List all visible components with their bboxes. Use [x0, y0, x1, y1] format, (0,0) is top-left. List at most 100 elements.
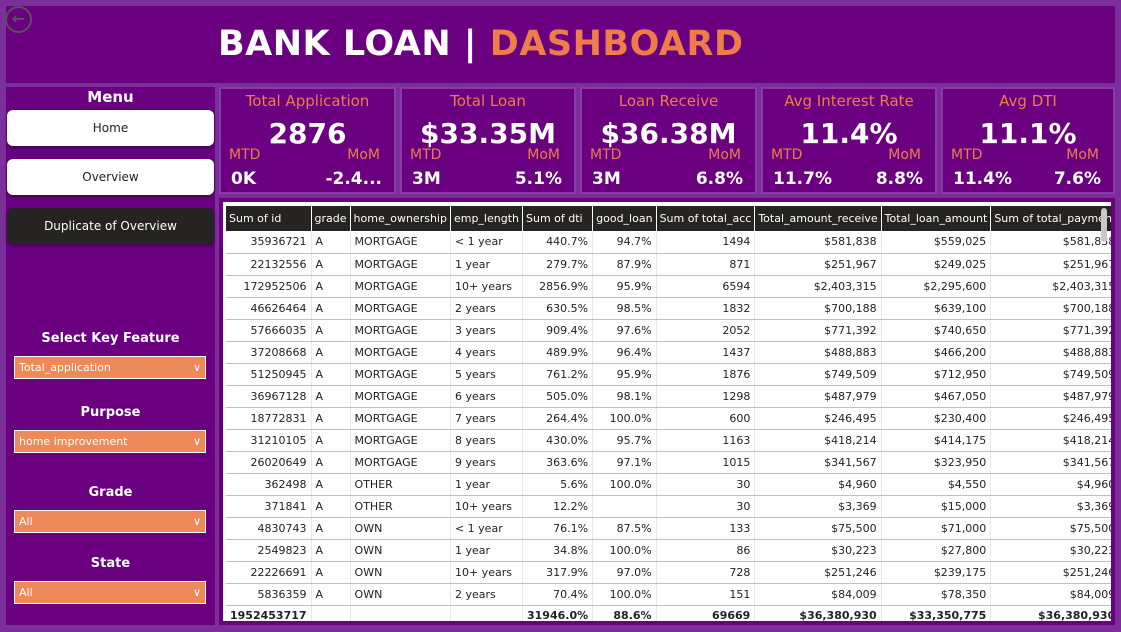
table-cell: $75,500 [755, 517, 881, 539]
kpi-card-total-loan: Total Loan $33.35M MTD MoM 3M 5.1% [400, 87, 576, 194]
table-cell: 630.5% [523, 297, 593, 319]
grade-dropdown[interactable]: All ∨ [14, 510, 206, 533]
kpi-mom-label: MoM [347, 147, 380, 163]
table-row[interactable]: 57666035 A MORTGAGE 3 years 909.4% 97.6% 2052 $… [226, 319, 1111, 341]
key-feature-dropdown[interactable]: Total_application ∨ [14, 356, 206, 379]
nav-duplicate-overview-button[interactable]: Duplicate of Overview [7, 208, 214, 244]
column-header[interactable]: home_ownership [350, 206, 450, 231]
table-cell: OWN [350, 561, 450, 583]
table-cell: $639,100 [881, 297, 991, 319]
back-arrow-icon[interactable]: ← [5, 6, 32, 33]
table-row[interactable]: 35936721 A MORTGAGE < 1 year 440.7% 94.7% 1494… [226, 231, 1111, 253]
table-row[interactable]: 37208668 A MORTGAGE 4 years 489.9% 96.4% 1437 $… [226, 341, 1111, 363]
table-row[interactable]: 51250945 A MORTGAGE 5 years 761.2% 95.9% 1876 $… [226, 363, 1111, 385]
kpi-mom-value: 7.6% [1054, 169, 1101, 189]
column-header[interactable]: Sum of id [226, 206, 311, 231]
table-cell: 4 years [450, 341, 522, 363]
table-cell: $700,188 [755, 297, 881, 319]
vertical-scrollbar[interactable] [1101, 208, 1107, 242]
table-cell: 489.9% [523, 341, 593, 363]
sidebar: Menu Home Overview Duplicate of Overview… [6, 87, 215, 625]
table-cell: $418,214 [755, 429, 881, 451]
table-row[interactable]: 22226691 A OWN 10+ years 317.9% 97.0% 728 $251,… [226, 561, 1111, 583]
table-cell: MORTGAGE [350, 341, 450, 363]
total-cell [450, 605, 522, 621]
table-row[interactable]: 362498 A OTHER 1 year 5.6% 100.0% 30 $4,960 $4,5… [226, 473, 1111, 495]
table-cell: 440.7% [523, 231, 593, 253]
purpose-value: home improvement [19, 435, 128, 448]
table-cell: 30 [656, 473, 755, 495]
purpose-dropdown[interactable]: home improvement ∨ [14, 430, 206, 453]
table-row[interactable]: 22132556 A MORTGAGE 1 year 279.7% 87.9% 871 $25… [226, 253, 1111, 275]
column-header[interactable]: emp_length [450, 206, 522, 231]
table-cell: 95.9% [593, 363, 656, 385]
table-cell: 9 years [450, 451, 522, 473]
table-cell: $418,214 [991, 429, 1111, 451]
table-cell: $251,967 [755, 253, 881, 275]
kpi-mom-value: 5.1% [515, 169, 562, 189]
table-cell: MORTGAGE [350, 319, 450, 341]
total-cell [350, 605, 450, 621]
kpi-value: 2876 [221, 117, 394, 150]
table-row[interactable]: 4830743 A OWN < 1 year 76.1% 87.5% 133 $75,500 $… [226, 517, 1111, 539]
table-cell: $700,188 [991, 297, 1111, 319]
table-row[interactable]: 46626464 A MORTGAGE 2 years 630.5% 98.5% 1832 $… [226, 297, 1111, 319]
column-header[interactable]: Sum of total_acc [656, 206, 755, 231]
table-total-row: 1952453717 31946.0% 88.6% 69669 $36,380,930 $… [226, 605, 1111, 621]
table-cell [593, 495, 656, 517]
table-cell: $2,403,315 [991, 275, 1111, 297]
table-cell: OWN [350, 517, 450, 539]
table-panel: Sum of id grade home_ownership emp_length Su… [223, 202, 1111, 621]
kpi-mtd-value: 3M [592, 169, 621, 189]
table-cell: $749,509 [991, 363, 1111, 385]
kpi-mtd-value: 11.4% [953, 169, 1012, 189]
table-row[interactable]: 18772831 A MORTGAGE 7 years 264.4% 100.0% 600 $… [226, 407, 1111, 429]
column-header[interactable]: good_loan [593, 206, 656, 231]
table-cell: 871 [656, 253, 755, 275]
table-cell: A [311, 429, 350, 451]
table-cell: 363.6% [523, 451, 593, 473]
kpi-card-avg-dti: Avg DTI 11.1% MTD MoM 11.4% 7.6% [941, 87, 1115, 194]
table-cell: $771,392 [755, 319, 881, 341]
table-cell: 5 years [450, 363, 522, 385]
table-cell: 1163 [656, 429, 755, 451]
title-main: BANK LOAN [218, 24, 451, 64]
column-header[interactable]: Total_loan_amount [881, 206, 991, 231]
table-cell: $3,369 [755, 495, 881, 517]
table-cell: $771,392 [991, 319, 1111, 341]
table-cell: $466,200 [881, 341, 991, 363]
table-row[interactable]: 371841 A OTHER 10+ years 12.2% 30 $3,369 $15,00… [226, 495, 1111, 517]
table-cell: 10+ years [450, 561, 522, 583]
state-dropdown[interactable]: All ∨ [14, 581, 206, 604]
table-row[interactable]: 31210105 A MORTGAGE 8 years 430.0% 95.7% 1163 $… [226, 429, 1111, 451]
table-row[interactable]: 36967128 A MORTGAGE 6 years 505.0% 98.1% 1298 $… [226, 385, 1111, 407]
table-cell: 37208668 [226, 341, 311, 363]
table-row[interactable]: 172952506 A MORTGAGE 10+ years 2856.9% 95.9% 6… [226, 275, 1111, 297]
table-cell: OTHER [350, 495, 450, 517]
column-header[interactable]: grade [311, 206, 350, 231]
total-cell: 88.6% [593, 605, 656, 621]
table-cell: $251,967 [991, 253, 1111, 275]
table-cell: 95.9% [593, 275, 656, 297]
filter-label-state: State [6, 556, 215, 571]
table-row[interactable]: 26020649 A MORTGAGE 9 years 363.6% 97.1% 1015 $… [226, 451, 1111, 473]
table-cell: 264.4% [523, 407, 593, 429]
table-cell: A [311, 539, 350, 561]
column-header[interactable]: Total_amount_receive [755, 206, 881, 231]
table-cell: 97.1% [593, 451, 656, 473]
nav-overview-button[interactable]: Overview [7, 159, 214, 195]
table-cell: $2,403,315 [755, 275, 881, 297]
kpi-mom-label: MoM [708, 147, 741, 163]
table-cell: 279.7% [523, 253, 593, 275]
table-row[interactable]: 5836359 A OWN 2 years 70.4% 100.0% 151 $84,009 $… [226, 583, 1111, 605]
table-row[interactable]: 2549823 A OWN 1 year 34.8% 100.0% 86 $30,223 $27… [226, 539, 1111, 561]
column-header[interactable]: Sum of total_payment [991, 206, 1111, 231]
table-cell: $15,000 [881, 495, 991, 517]
column-header[interactable]: Sum of dti [523, 206, 593, 231]
nav-home-button[interactable]: Home [7, 110, 214, 146]
kpi-value: 11.1% [943, 117, 1113, 150]
table-cell: 18772831 [226, 407, 311, 429]
table-cell: OWN [350, 539, 450, 561]
table-cell: 6594 [656, 275, 755, 297]
chevron-down-icon: ∨ [193, 511, 201, 532]
